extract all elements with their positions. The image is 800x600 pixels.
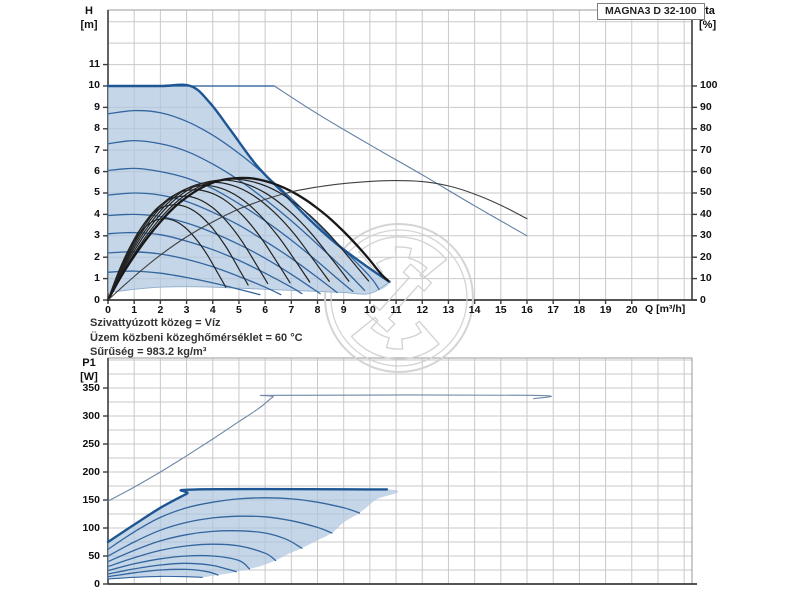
eta-curve-speed-2 xyxy=(107,204,249,301)
watermark-inner-circle-icon xyxy=(330,229,468,367)
head-curve-speed-5 xyxy=(107,192,338,294)
x-tick-label: 14 xyxy=(468,304,481,316)
x-tick-label: 11 xyxy=(390,304,402,316)
eta-curve-twin xyxy=(107,180,528,301)
y-right-tick-label: 80 xyxy=(700,122,712,135)
y-left-tick-label: 9 xyxy=(94,100,100,113)
x-tick-label: 16 xyxy=(521,304,533,316)
chart-curves-layer xyxy=(106,83,552,580)
y-left-tick-label: 6 xyxy=(94,165,100,178)
pump-model-badge: MAGNA3 D 32-100 xyxy=(597,3,705,20)
x-tick-label: 17 xyxy=(547,304,560,316)
watermark-outer-circle-icon xyxy=(324,223,474,373)
head-axis-unit: [m] xyxy=(80,19,98,31)
power-curve-speed-2 xyxy=(107,568,219,578)
y-right-tick-label: 40 xyxy=(700,207,712,220)
power-curve-speed-4 xyxy=(107,554,251,572)
y-left-tick-label: 50 xyxy=(88,549,100,562)
chart-base-layer xyxy=(103,9,697,585)
head-axis-title: H [m] xyxy=(74,4,104,32)
head-curve-speed-1 xyxy=(107,270,261,296)
y-left-tick-label: 300 xyxy=(82,409,100,422)
power-curve-speed-1 xyxy=(107,575,203,580)
watermark-bottom-bracket-icon xyxy=(350,316,441,360)
y-right-tick-label: 30 xyxy=(700,229,712,242)
y-right-tick-label: 0 xyxy=(700,293,706,306)
y-left-tick-label: 2 xyxy=(94,250,100,263)
x-tick-label: 4 xyxy=(209,304,216,316)
twin-pump-head-curve xyxy=(273,85,528,237)
y-left-tick-label: 1 xyxy=(94,272,100,285)
eta-curve-max xyxy=(106,176,390,302)
x-tick-label: 2 xyxy=(157,304,164,316)
efficiency-axis-unit: [%] xyxy=(699,19,717,31)
eta-curve-speed-6 xyxy=(107,181,330,301)
x-tick-label: 12 xyxy=(416,304,429,316)
power-curve-speed-5 xyxy=(107,543,277,568)
power-curve-speed-3 xyxy=(107,562,237,575)
y-right-tick-label: 70 xyxy=(700,143,712,156)
x-tick-label: 7 xyxy=(288,304,295,316)
x-tick-label: 0 xyxy=(105,304,111,316)
watermark-top-bracket-icon xyxy=(357,236,448,280)
power-curve-speed-6 xyxy=(107,530,303,563)
y-right-tick-label: 20 xyxy=(700,250,712,263)
power-curve-speed-7 xyxy=(107,515,333,557)
y-right-tick-label: 90 xyxy=(700,100,712,113)
flow-axis-title: Q [m³/h] xyxy=(645,303,686,315)
y-left-tick-label: 100 xyxy=(82,521,100,534)
y-left-tick-label: 7 xyxy=(94,143,100,156)
y-left-tick-label: 11 xyxy=(88,58,100,71)
power-axis-title: P1 [W] xyxy=(74,356,104,384)
x-tick-label: 18 xyxy=(573,304,586,316)
x-tick-label: 19 xyxy=(599,304,612,316)
pumped-medium-line: Szivattyúzott közeg = Víz xyxy=(90,317,221,329)
eta-curve-speed-8 xyxy=(107,178,370,301)
x-tick-label: 9 xyxy=(340,304,347,316)
y-left-tick-label: 150 xyxy=(82,493,100,506)
medium-temperature-line: Üzem közbeni közeghőmérséklet = 60 °C xyxy=(90,331,303,344)
power-curve-max xyxy=(106,487,389,544)
x-tick-label: 20 xyxy=(625,304,638,316)
y-left-tick-label: 3 xyxy=(94,229,100,242)
y-left-tick-label: 4 xyxy=(94,207,100,220)
x-tick-label: 6 xyxy=(262,304,269,316)
x-tick-label: 13 xyxy=(442,304,455,316)
y-right-tick-label: 10 xyxy=(700,272,712,285)
y-left-tick-label: 8 xyxy=(94,122,100,135)
eta-curve-speed-7 xyxy=(107,179,350,301)
envelope-bottom-edge xyxy=(107,281,390,295)
head-curve-max xyxy=(106,83,391,283)
x-tick-label: 8 xyxy=(314,304,321,316)
y-right-tick-label: 100 xyxy=(700,79,718,92)
y-left-tick-label: 5 xyxy=(94,186,100,199)
y-left-tick-label: 0 xyxy=(94,577,100,590)
power-curve-speed-8 xyxy=(107,497,361,550)
y-left-tick-label: 10 xyxy=(88,79,100,92)
eta-curve-speed-1 xyxy=(107,218,227,301)
operating-conditions-text: Szivattyúzott közeg = Víz Üzem közbeni k… xyxy=(90,316,303,360)
density-line: Sűrűség = 983.2 kg/m³ xyxy=(90,346,207,358)
head-curve-speed-6 xyxy=(107,167,354,293)
watermark-shaft-icon xyxy=(365,263,433,333)
pump-brand-watermark-icon xyxy=(324,223,474,373)
y-left-tick-label: 250 xyxy=(82,437,100,450)
y-right-tick-label: 60 xyxy=(700,165,712,178)
x-tick-label: 10 xyxy=(364,304,376,316)
y-left-tick-label: 350 xyxy=(82,381,100,394)
x-tick-label: 1 xyxy=(131,304,138,316)
x-tick-label: 3 xyxy=(183,304,190,316)
twin-pump-power-curve xyxy=(107,394,552,502)
head-axis-symbol: H xyxy=(85,5,93,17)
head-curve-speed-4 xyxy=(107,213,321,295)
y-right-tick-label: 50 xyxy=(700,186,712,199)
x-tick-label: 15 xyxy=(494,304,507,316)
y-left-tick-label: 200 xyxy=(82,465,100,478)
x-tick-label: 5 xyxy=(236,304,242,316)
power-axis-symbol: P1 xyxy=(82,357,96,369)
y-left-tick-label: 0 xyxy=(94,293,100,306)
power-axis-unit: [W] xyxy=(80,371,98,383)
